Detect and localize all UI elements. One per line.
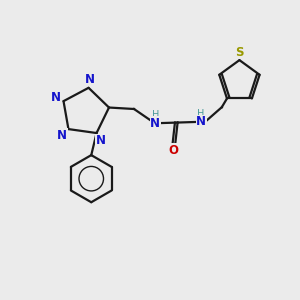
Text: O: O — [169, 144, 179, 157]
Text: S: S — [235, 46, 244, 59]
Text: N: N — [51, 91, 61, 104]
Text: N: N — [196, 116, 206, 128]
Text: H: H — [197, 109, 205, 119]
Text: N: N — [57, 129, 67, 142]
Text: N: N — [150, 117, 160, 130]
Text: N: N — [85, 73, 95, 85]
Text: N: N — [96, 134, 106, 147]
Text: H: H — [152, 110, 159, 120]
